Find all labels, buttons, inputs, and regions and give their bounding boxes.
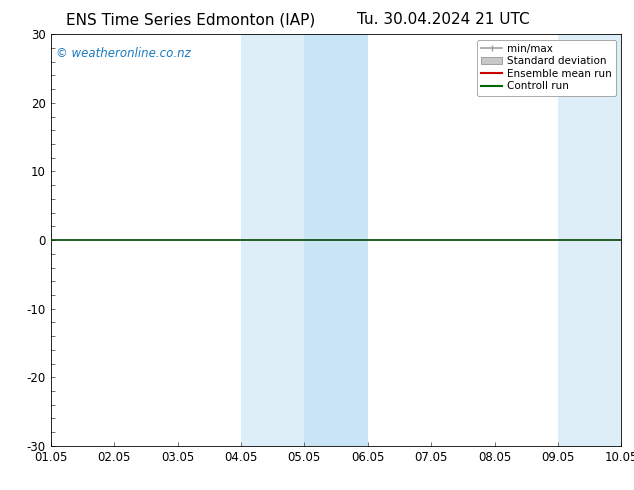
Text: © weatheronline.co.nz: © weatheronline.co.nz	[56, 47, 191, 60]
Bar	[558, 34, 621, 446]
Text: ENS Time Series Edmonton (IAP): ENS Time Series Edmonton (IAP)	[65, 12, 315, 27]
Bar	[241, 34, 304, 446]
Legend: min/max, Standard deviation, Ensemble mean run, Controll run: min/max, Standard deviation, Ensemble me…	[477, 40, 616, 96]
Text: Tu. 30.04.2024 21 UTC: Tu. 30.04.2024 21 UTC	[358, 12, 530, 27]
Bar	[304, 34, 368, 446]
